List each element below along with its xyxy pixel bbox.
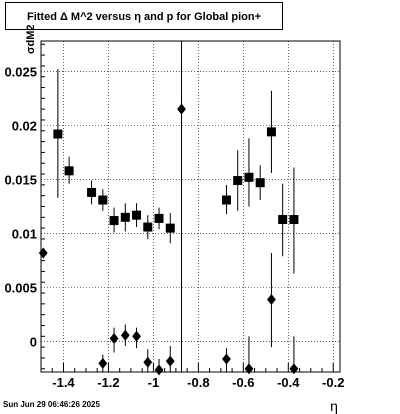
data-point-square — [98, 195, 108, 205]
data-point-diamond — [109, 332, 119, 344]
data-point-diamond — [132, 330, 141, 342]
x-tick-label: -0.6 — [232, 375, 254, 390]
data-point-square — [154, 213, 164, 223]
data-point-square — [143, 222, 153, 232]
y-tick-label: 0.025 — [4, 64, 37, 79]
data-point-diamond — [165, 355, 175, 367]
data-point-diamond — [38, 247, 48, 259]
data-point-square — [221, 195, 231, 205]
y-axis-label: σdM2 — [25, 24, 37, 54]
data-point-diamond — [177, 103, 186, 115]
data-point-square — [87, 187, 97, 197]
y-tick-label: 0.01 — [12, 227, 37, 242]
data-point-diamond — [143, 356, 153, 368]
y-tick-label: 0.005 — [4, 281, 37, 296]
x-tick-label: -0.8 — [187, 375, 209, 390]
x-tick-label: -0.2 — [322, 375, 344, 390]
data-point-square — [233, 176, 243, 186]
data-point-diamond — [267, 294, 276, 306]
data-point-square — [244, 172, 254, 182]
chart-title-box: Fitted Δ M^2 versus η and p for Global p… — [5, 2, 283, 30]
data-point-diamond — [244, 363, 254, 375]
data-point-diamond — [154, 364, 164, 376]
data-point-square — [53, 129, 63, 139]
data-point-diamond — [289, 363, 299, 375]
data-point-square — [289, 214, 299, 224]
data-point-diamond — [222, 353, 231, 365]
data-point-square — [64, 166, 74, 176]
data-point-diamond — [120, 329, 130, 341]
x-axis-label: η — [330, 398, 338, 414]
series-square — [53, 69, 299, 274]
data-point-square — [120, 212, 130, 222]
data-point-diamond — [98, 357, 108, 369]
data-point-square — [165, 223, 175, 233]
plot-area — [41, 41, 340, 372]
data-point-square — [266, 127, 276, 137]
data-point-square — [278, 214, 288, 224]
data-point-square — [109, 216, 119, 226]
x-tick-label: -1.2 — [97, 375, 119, 390]
y-tick-label: 0.02 — [12, 118, 37, 133]
footer-timestamp: Sun Jun 29 06:46:26 2025 — [3, 400, 100, 409]
chart-title: Fitted Δ M^2 versus η and p for Global p… — [26, 11, 262, 23]
x-tick-label: -0.4 — [277, 375, 300, 390]
series-diamond — [38, 41, 299, 376]
data-point-square — [132, 210, 142, 220]
y-tick-label: 0 — [30, 335, 37, 350]
x-tick-label: -1 — [148, 375, 160, 390]
data-point-square — [255, 178, 265, 188]
y-tick-label: 0.015 — [4, 172, 37, 187]
x-tick-label: -1.4 — [52, 375, 75, 390]
